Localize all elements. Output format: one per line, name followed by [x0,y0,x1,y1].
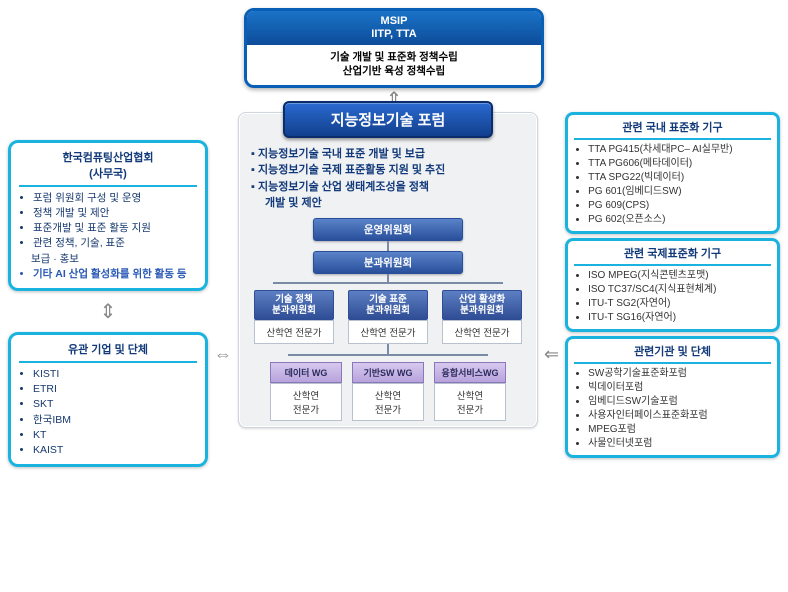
sub-head: 산업 활성화분과위원회 [442,290,522,321]
org-chart: 운영위원회 분과위원회 기술 정책분과위원회 산학연 전문가 기술 표준분과위원… [245,218,531,422]
top-body-line2: 산업기반 육성 정책수립 [247,65,541,79]
org-subcommittees-row: 기술 정책분과위원회 산학연 전문가 기술 표준분과위원회 산학연 전문가 산업… [245,290,531,345]
top-body: 기술 개발 및 표준화 정책수립 산업기반 육성 정책수립 [247,45,541,84]
top-body-line1: 기술 개발 및 표준화 정책수립 [247,51,541,65]
secretariat-panel: 한국컴퓨팅산업협회 (사무국) 포럼 위원회 구성 및 운영 정책 개발 및 제… [8,140,208,291]
arrow-horizontal-left: ⇔ [214,344,232,365]
std-item: ISO TC37/SC4(지식표현체계) [588,283,771,297]
top-header: MSIP IITP, TTA [247,11,541,45]
top-authority-box: MSIP IITP, TTA 기술 개발 및 표준화 정책수립 산업기반 육성 … [244,8,544,88]
inst-item: MPEG포럼 [588,423,771,437]
std-item: TTA PG606(메타데이터) [588,157,771,171]
related-org-item: KAIST [33,443,197,458]
wg-head: 융합서비스WG [434,362,506,383]
related-org-item: KT [33,428,197,443]
org-line [387,274,389,282]
related-orgs-panel: 유관 기업 및 단체 KISTI ETRI SKT 한국IBM KT KAIST [8,332,208,467]
org-hline [273,282,503,284]
secretariat-list: 포럼 위원회 구성 및 운영 정책 개발 및 제안 표준개발 및 표준 활동 지… [19,191,197,282]
secretariat-item: 보급 · 홍보 [31,252,197,267]
std-item: TTA SPG22(빅데이터) [588,171,771,185]
org-connector [273,282,503,284]
wg-body: 산학연전문가 [434,383,506,421]
std-item: TTA PG415(차세대PC– AI실무반) [588,143,771,157]
related-org-item: 한국IBM [33,413,197,428]
center-column: 지능정보기술 포럼 지능정보기술 국내 표준 개발 및 보급 지능정보기술 국제… [238,112,538,429]
related-org-item: KISTI [33,367,197,382]
sub-body: 산학연 전문가 [442,320,522,344]
std-item: PG 601(임베디드SW) [588,185,771,199]
inst-item: 사물인터넷포럼 [588,437,771,451]
wg-head: 기반SW WG [352,362,424,383]
forum-bullet-indent: 개발 및 제안 [265,195,525,212]
secretariat-item: 포럼 위원회 구성 및 운영 [33,191,197,206]
intl-std-title: 관련 국제표준화 기구 [574,245,771,266]
wg-body: 산학연전문가 [270,383,342,421]
top-header-line1: MSIP [247,15,541,28]
forum-bullets: 지능정보기술 국내 표준 개발 및 보급 지능정보기술 국제 표준활동 지원 및… [245,144,531,218]
related-org-item: SKT [33,397,197,412]
right-column: 관련 국내 표준화 기구 TTA PG415(차세대PC– AI실무반) TTA… [565,112,780,458]
std-item: ITU-T SG16(자연어) [588,311,771,325]
wg-body: 산학연전문가 [352,383,424,421]
org-top-node: 운영위원회 [313,218,463,241]
sub-head: 기술 정책분과위원회 [254,290,334,321]
secretariat-item: 관련 정책, 기술, 표준 [33,236,197,251]
inst-item: 임베디드SW기술포럼 [588,395,771,409]
domestic-std-title: 관련 국내 표준화 기구 [574,119,771,140]
secretariat-title1: 한국컴퓨팅산업협회 [19,149,197,165]
org-line [387,344,389,354]
std-item: ISO MPEG(지식콘텐츠포맷) [588,269,771,283]
working-group: 융합서비스WG 산학연전문가 [434,362,506,421]
inst-item: 빅데이터포럼 [588,381,771,395]
org-line [387,241,389,251]
forum-bullet: 지능정보기술 국내 표준 개발 및 보급 [251,146,525,163]
sub-body: 산학연 전문가 [254,320,334,344]
forum-panel: 지능정보기술 포럼 지능정보기술 국내 표준 개발 및 보급 지능정보기술 국제… [238,112,538,429]
arrow-vertical-left: ⇕ [8,299,208,324]
secretariat-title2: (사무국) [19,165,197,181]
related-org-item: ETRI [33,382,197,397]
sub-head: 기술 표준분과위원회 [348,290,428,321]
wg-head: 데이터 WG [270,362,342,383]
subcommittee: 산업 활성화분과위원회 산학연 전문가 [442,290,522,345]
secretariat-item: 표준개발 및 표준 활동 지원 [33,221,197,236]
org-mid-node: 분과위원회 [313,251,463,274]
related-orgs-list: KISTI ETRI SKT 한국IBM KT KAIST [19,367,197,458]
org-wg-row: 데이터 WG 산학연전문가 기반SW WG 산학연전문가 융합서비스WG 산학연… [245,362,531,421]
top-header-line2: IITP, TTA [247,28,541,41]
related-inst-list: SW공학기술표준화포럼 빅데이터포럼 임베디드SW기술포럼 사용자인터페이스표준… [574,367,771,451]
left-column: 한국컴퓨팅산업협회 (사무국) 포럼 위원회 구성 및 운영 정책 개발 및 제… [8,112,208,468]
intl-std-panel: 관련 국제표준화 기구 ISO MPEG(지식콘텐츠포맷) ISO TC37/S… [565,238,780,332]
org-connector [288,354,488,356]
sub-body: 산학연 전문가 [348,320,428,344]
arrow-horizontal-right: ⇐ [544,344,559,365]
forum-bullet: 지능정보기술 국제 표준활동 지원 및 추진 [251,162,525,179]
inst-item: 사용자인터페이스표준화포럼 [588,409,771,423]
org-hline [288,354,488,356]
std-item: PG 602(오픈소스) [588,213,771,227]
inst-item: SW공학기술표준화포럼 [588,367,771,381]
intl-std-list: ISO MPEG(지식콘텐츠포맷) ISO TC37/SC4(지식표현체계) I… [574,269,771,325]
domestic-std-panel: 관련 국내 표준화 기구 TTA PG415(차세대PC– AI실무반) TTA… [565,112,780,234]
subcommittee: 기술 정책분과위원회 산학연 전문가 [254,290,334,345]
forum-bullet: 지능정보기술 산업 생태계조성을 정책 [251,179,525,196]
related-orgs-title: 유관 기업 및 단체 [19,341,197,363]
secretariat-item-highlight: 기타 AI 산업 활성화를 위한 활동 등 [33,267,197,282]
forum-title: 지능정보기술 포럼 [283,101,493,138]
secretariat-item: 정책 개발 및 제안 [33,206,197,221]
domestic-std-list: TTA PG415(차세대PC– AI실무반) TTA PG606(메타데이터)… [574,143,771,227]
related-inst-title: 관련기관 및 단체 [574,343,771,364]
subcommittee: 기술 표준분과위원회 산학연 전문가 [348,290,428,345]
std-item: PG 609(CPS) [588,199,771,213]
std-item: ITU-T SG2(자연어) [588,297,771,311]
working-group: 기반SW WG 산학연전문가 [352,362,424,421]
related-inst-panel: 관련기관 및 단체 SW공학기술표준화포럼 빅데이터포럼 임베디드SW기술포럼 … [565,336,780,458]
secretariat-title: 한국컴퓨팅산업협회 (사무국) [19,149,197,187]
working-group: 데이터 WG 산학연전문가 [270,362,342,421]
